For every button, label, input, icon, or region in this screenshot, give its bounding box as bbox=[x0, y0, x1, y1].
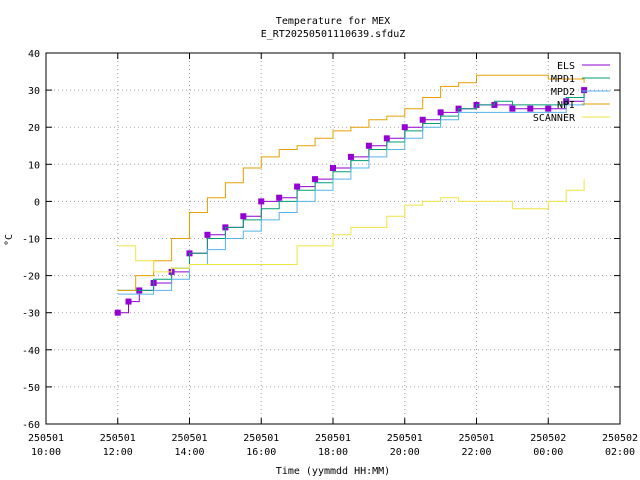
series-point-els bbox=[509, 105, 516, 112]
chart-title: Temperature for MEX bbox=[276, 16, 390, 27]
series-point-els bbox=[330, 165, 336, 172]
series-point-els bbox=[347, 153, 354, 160]
x-tick-time-label: 22:00 bbox=[461, 447, 491, 458]
y-tick-label: -20 bbox=[22, 272, 40, 283]
chart-subtitle: E_RT20250501110639.sfduZ bbox=[261, 29, 406, 40]
series-point-els bbox=[258, 198, 265, 205]
series-lines bbox=[114, 74, 588, 316]
series-point-els bbox=[419, 116, 426, 123]
x-tick-time-label: 10:00 bbox=[31, 447, 61, 458]
x-tick-date-label: 250502 bbox=[602, 433, 638, 444]
plot-frame bbox=[45, 52, 621, 425]
series-point-els bbox=[125, 298, 132, 305]
series-point-els bbox=[401, 124, 408, 131]
series-point-els bbox=[437, 109, 444, 116]
x-tick-date-label: 250501 bbox=[171, 433, 207, 444]
x-tick-time-label: 14:00 bbox=[174, 447, 204, 458]
series-line-npi bbox=[117, 74, 585, 291]
x-tick-date-label: 250501 bbox=[387, 433, 423, 444]
series-point-els bbox=[114, 309, 121, 316]
x-tick-time-label: 00:00 bbox=[533, 447, 563, 458]
series-point-els bbox=[527, 105, 534, 112]
y-tick-label: -60 bbox=[22, 420, 40, 431]
legend-label: MPD2 bbox=[551, 87, 575, 98]
series-point-els bbox=[312, 176, 319, 183]
x-axis-label: Time (yymmdd HH:MM) bbox=[276, 466, 390, 477]
y-tick-label: -50 bbox=[22, 383, 40, 394]
series-point-els bbox=[365, 142, 372, 149]
y-tick-label: -30 bbox=[22, 309, 40, 320]
x-tick-time-label: 02:00 bbox=[605, 447, 635, 458]
x-tick-date-label: 250501 bbox=[315, 433, 351, 444]
x-tick-date-label: 250501 bbox=[100, 433, 136, 444]
series-point-els bbox=[294, 183, 301, 190]
x-tick-time-label: 16:00 bbox=[246, 447, 276, 458]
series-point-els bbox=[204, 231, 211, 238]
legend-label: NPI bbox=[557, 100, 575, 111]
series-point-els bbox=[240, 213, 247, 220]
y-tick-label: 0 bbox=[34, 197, 40, 208]
series-line-mpd1 bbox=[117, 90, 585, 291]
legend-label: ELS bbox=[557, 61, 575, 72]
x-tick-time-label: 20:00 bbox=[390, 447, 420, 458]
x-tick-date-label: 250501 bbox=[458, 433, 494, 444]
y-axis-label: °C bbox=[4, 234, 15, 246]
legend-label: MPD1 bbox=[551, 74, 575, 85]
y-tick-label: 20 bbox=[28, 123, 40, 134]
series-line-scanner bbox=[117, 179, 585, 273]
series-point-els bbox=[276, 194, 283, 201]
y-tick-label: 10 bbox=[28, 160, 40, 171]
legend: ELS MPD1 MPD2 NPI SCANNER bbox=[533, 61, 610, 124]
y-tick-label: -40 bbox=[22, 346, 40, 357]
series-point-els bbox=[383, 135, 390, 142]
x-tick-date-label: 250501 bbox=[243, 433, 279, 444]
axes: -60 -50 -40 -30 -20 -10 0 10 20 30 40 250501 10:00 25… bbox=[22, 49, 638, 458]
series-point-els bbox=[545, 105, 552, 112]
y-tick-label: 40 bbox=[28, 49, 40, 60]
x-tick-time-label: 18:00 bbox=[318, 447, 348, 458]
x-tick-date-label: 250502 bbox=[530, 433, 566, 444]
x-tick-date-label: 250501 bbox=[28, 433, 64, 444]
y-tick-label: -10 bbox=[22, 235, 40, 246]
y-tick-label: 30 bbox=[28, 86, 40, 97]
legend-label: SCANNER bbox=[533, 113, 576, 124]
x-tick-time-label: 12:00 bbox=[103, 447, 133, 458]
